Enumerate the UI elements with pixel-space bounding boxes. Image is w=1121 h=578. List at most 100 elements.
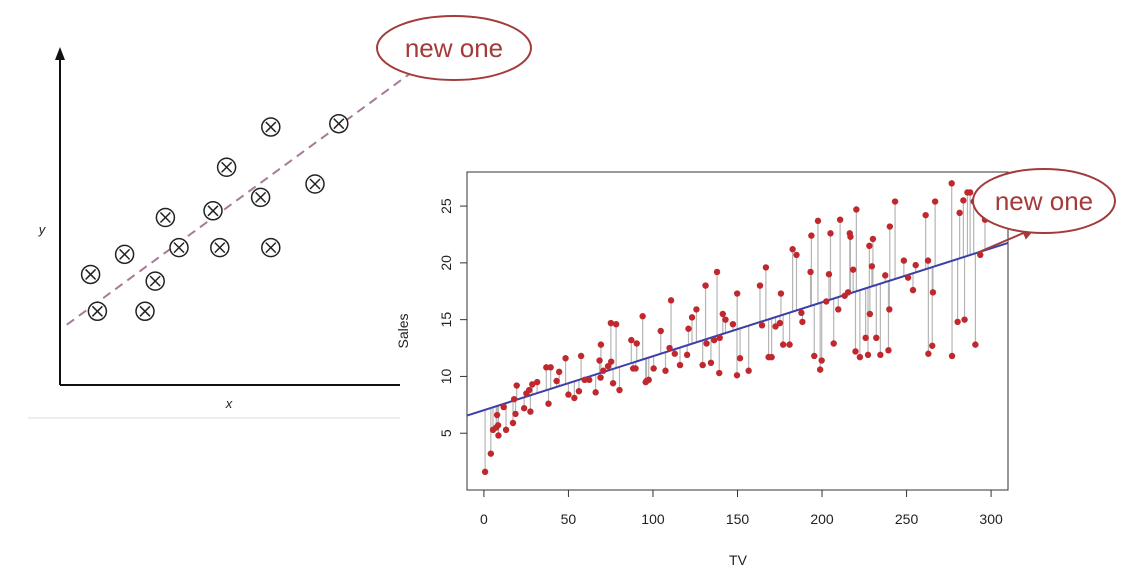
data-point [526, 386, 533, 394]
schematic-points [80, 113, 349, 322]
data-point [931, 198, 939, 205]
data-point [799, 318, 806, 326]
y-tick-label: 5 [438, 429, 454, 437]
data-point [869, 235, 877, 243]
data-point [885, 347, 892, 354]
data-point [616, 386, 623, 394]
data-point [667, 297, 675, 304]
data-point [733, 372, 741, 379]
schematic-point-marker [155, 207, 176, 228]
marker-cross-stroke [159, 211, 171, 224]
data-point [632, 365, 639, 372]
data-point [873, 334, 880, 342]
data-point [608, 358, 615, 365]
data-point [671, 350, 678, 357]
data-point [699, 361, 706, 369]
data-point [762, 264, 770, 271]
data-point [577, 352, 585, 360]
marker-cross-stroke [85, 268, 97, 280]
regression-line [466, 241, 1009, 417]
data-point [866, 310, 874, 318]
x-tick-label: 0 [480, 511, 488, 527]
data-point [509, 419, 517, 427]
data-point [688, 314, 696, 321]
data-point [823, 298, 830, 305]
data-point [772, 323, 779, 330]
schematic-point-marker [169, 237, 189, 258]
marker-cross-stroke [207, 205, 219, 217]
data-point [777, 290, 785, 297]
data-point [487, 450, 495, 457]
data-point [835, 306, 842, 313]
data-point [864, 351, 872, 359]
data-point [909, 286, 917, 294]
tv-sales-chart: 0 50 100 150 200 250 300 5 10 15 20 25 TV Sales [395, 171, 1036, 568]
annotation-ellipse [972, 168, 1116, 234]
data-point [596, 357, 603, 364]
data-point [581, 376, 588, 384]
data-point [844, 289, 852, 296]
data-point [830, 340, 837, 347]
data-point [722, 316, 729, 323]
data-point [612, 320, 620, 328]
schematic-point-marker [305, 174, 325, 194]
y-tick-label: 10 [438, 368, 454, 384]
data-point [693, 306, 700, 313]
schematic-chart: y x [28, 34, 454, 419]
data-point [719, 310, 726, 318]
schematic-point-marker [210, 237, 230, 258]
data-point [545, 400, 552, 407]
data-point [707, 359, 715, 366]
data-point [666, 344, 673, 352]
axis-ticks: 0 50 100 150 200 250 300 5 10 15 20 25 [438, 198, 1003, 527]
schematic-point-marker [135, 301, 155, 322]
y-tick-label: 20 [438, 255, 454, 271]
data-point [553, 377, 560, 385]
data-point [547, 364, 554, 371]
data-point [543, 364, 550, 371]
schematic-point-marker [87, 301, 108, 322]
marker-cross-stroke [309, 178, 321, 190]
data-point [886, 223, 894, 230]
data-point [954, 318, 961, 326]
data-point [716, 369, 723, 377]
data-point [533, 378, 541, 386]
schematic-x-label: x [225, 396, 233, 411]
data-point [586, 376, 593, 384]
data-point [513, 382, 520, 389]
data-point [710, 336, 718, 344]
data-point [808, 232, 815, 239]
data-point [818, 357, 825, 364]
data-point [597, 341, 605, 348]
data-point [500, 403, 507, 411]
data-point [662, 367, 669, 374]
marker-cross-stroke [149, 275, 161, 287]
data-point [856, 353, 864, 361]
data-point [575, 387, 583, 395]
data-point [972, 341, 979, 348]
marker-cross-stroke [214, 242, 226, 254]
data-point [604, 363, 612, 370]
marker-cross-stroke [255, 191, 267, 203]
data-point [827, 230, 834, 237]
data-point [789, 246, 796, 253]
data-point [925, 350, 932, 357]
schematic-point-marker [329, 113, 349, 134]
data-point [966, 189, 974, 196]
data-point [571, 394, 578, 402]
data-point [847, 233, 854, 240]
tv-x-label: TV [729, 552, 748, 568]
data-point [520, 405, 528, 412]
data-point [510, 395, 518, 403]
y-tick-label: 15 [438, 312, 454, 328]
data-point [922, 211, 929, 219]
schematic-point-marker [114, 244, 135, 265]
data-point [628, 336, 635, 344]
data-point [786, 341, 793, 348]
data-point [811, 352, 818, 360]
data-point [716, 334, 723, 342]
schematic-point-marker [80, 264, 101, 285]
data-point [904, 274, 912, 281]
annotation-label: new one [405, 33, 503, 63]
data-point [729, 320, 737, 328]
